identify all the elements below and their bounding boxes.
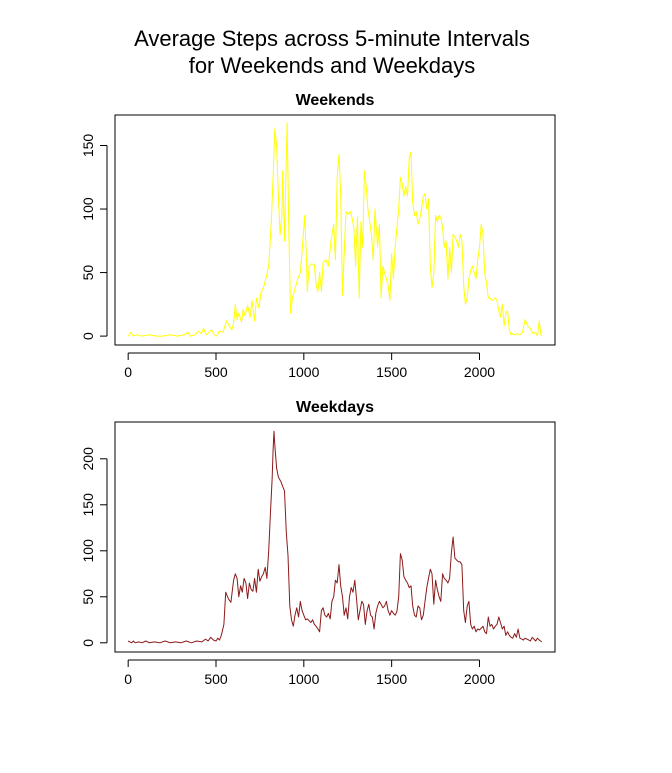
y-tick-label: 200 — [80, 447, 96, 471]
y-tick-label: 50 — [80, 589, 96, 605]
y-tick-label: 150 — [80, 134, 96, 158]
x-tick-label: 1000 — [288, 364, 319, 380]
y-tick-label: 100 — [80, 197, 96, 221]
series-line-weekends — [127, 122, 543, 337]
panel-weekends: Weekends 0 500 1000 1500 2000 0 50 100 150 — [80, 92, 556, 380]
figure-title-line1: Average Steps across 5-minute Intervals — [134, 26, 530, 51]
series-line-weekdays — [127, 430, 543, 644]
panel-title-weekends: Weekends — [296, 92, 375, 109]
x-tick-label: 2000 — [464, 364, 495, 380]
x-tick-label: 1500 — [376, 364, 407, 380]
x-tick-label: 500 — [204, 671, 228, 687]
x-tick-label: 0 — [124, 364, 132, 380]
plot-frame-weekends — [114, 114, 556, 346]
y-tick-label: 100 — [80, 539, 96, 563]
y-tick-label: 0 — [80, 332, 96, 340]
y-tick-label: 150 — [80, 493, 96, 517]
y-tick-label: 50 — [80, 265, 96, 281]
x-tick-label: 2000 — [464, 671, 495, 687]
panel-title-weekdays: Weekdays — [296, 399, 374, 416]
x-tick-label: 1000 — [288, 671, 319, 687]
x-tick-label: 500 — [204, 364, 228, 380]
figure-title-line2: for Weekends and Weekdays — [189, 53, 476, 78]
y-tick-label: 0 — [80, 639, 96, 647]
panel-weekdays: Weekdays 0 500 1000 1500 2000 0 50 100 150 200 — [80, 399, 556, 687]
plot-frame-weekdays — [114, 421, 556, 653]
x-tick-label: 0 — [124, 671, 132, 687]
x-tick-label: 1500 — [376, 671, 407, 687]
